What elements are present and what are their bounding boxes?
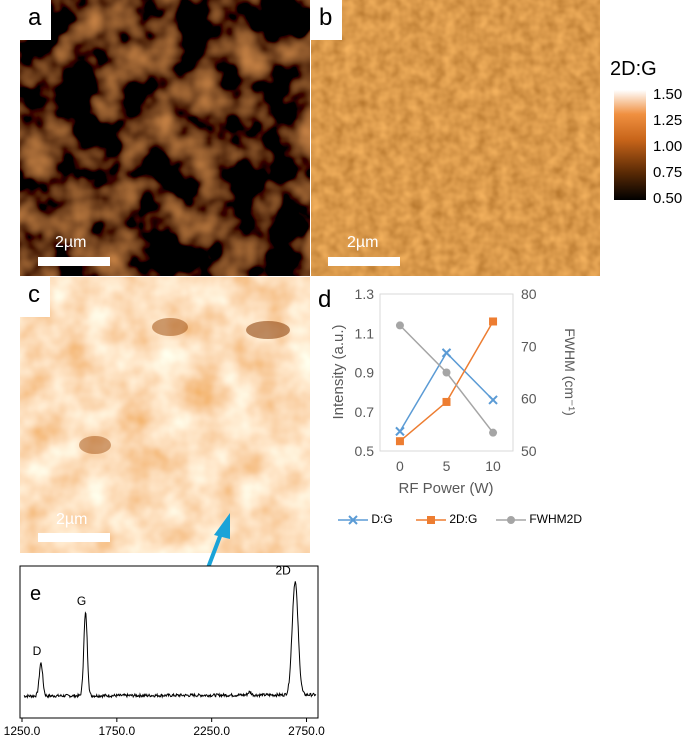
legend-label-2dg: 2D:G — [449, 512, 478, 526]
chart-d-point-2-2 — [489, 428, 498, 437]
chart-d-point-0-0 — [395, 426, 405, 437]
spectrum-e: D G 2D 1250.0 1750.0 2250.0 2750.0 e — [4, 564, 326, 738]
chart-d-series-line-0 — [399, 351, 494, 432]
map-c-image — [20, 277, 310, 553]
chart-d-series-line-2 — [399, 324, 494, 434]
map-a-image — [20, 0, 310, 276]
raman-map-b — [311, 0, 600, 276]
spectrum-xtick-2: 2250.0 — [193, 724, 230, 738]
panel-label-c: c — [20, 277, 50, 317]
chart-d-ylabel: Intensity (a.u.) — [330, 324, 347, 419]
chart-d: 1.3 1.1 0.9 0.7 0.5 80 70 60 50 0 5 10 RF Power (… — [330, 286, 575, 497]
legend-label-dg: D:G — [371, 512, 393, 526]
chart-d-point-2-0 — [395, 321, 404, 330]
legend-item-dg: D:G — [338, 512, 393, 526]
chart-d-point-1-2 — [489, 317, 498, 326]
legend-label-fwhm: FWHM2D — [529, 512, 583, 526]
chart-d-xtick-1: 5 — [443, 458, 451, 474]
raman-map-c — [20, 277, 310, 553]
chart-d-y2tick-2: 60 — [521, 391, 537, 407]
chart-d-ytick-3: 0.7 — [355, 404, 375, 420]
scalebar-label-b: 2µm — [347, 234, 379, 251]
raman-map-a — [20, 0, 310, 276]
colorbar-tick-4: 0.75 — [653, 164, 683, 181]
chart-d-xlabel: RF Power (W) — [399, 480, 494, 497]
chart-d-ytick-1: 1.1 — [355, 325, 375, 341]
spectrum-e-trace — [23, 581, 317, 699]
chart-d-point-0-2 — [488, 395, 498, 405]
spectrum-peak-label-2: 2D — [275, 564, 291, 578]
legend-item-fwhm: FWHM2D — [496, 512, 582, 526]
chart-d-ytick-2: 0.9 — [355, 365, 375, 381]
chart-d-point-2-1 — [442, 368, 451, 377]
colorbar — [614, 90, 646, 200]
scalebar-b — [328, 257, 400, 266]
scalebar-c — [38, 533, 110, 542]
spectrum-peak-label-1: G — [77, 594, 86, 608]
panel-label-d: d — [318, 286, 332, 313]
legend-item-2dg: 2D:G — [416, 512, 477, 526]
chart-d-point-1-1 — [442, 397, 451, 406]
chart-d-xtick-0: 0 — [396, 458, 404, 474]
spectrum-xtick-3: 2750.0 — [288, 724, 325, 738]
scalebar-a — [38, 257, 110, 266]
spectrum-xtick-1: 1750.0 — [98, 724, 135, 738]
colorbar-tick-1: 1.50 — [653, 86, 683, 103]
panel-label-a: a — [20, 0, 52, 40]
chart-d-ytick-0: 1.3 — [355, 286, 375, 302]
colorbar-tick-3: 1.00 — [653, 138, 683, 155]
map-b-image — [311, 0, 600, 276]
colorbar-tick-5: 0.50 — [653, 190, 683, 207]
scalebar-label-a: 2µm — [55, 234, 87, 251]
chart-d-y2tick-1: 70 — [521, 338, 537, 354]
chart-d-y2tick-0: 80 — [521, 286, 537, 302]
chart-d-y2tick-3: 50 — [521, 443, 537, 459]
chart-d-point-0-1 — [441, 348, 452, 358]
chart-d-plot-area — [379, 293, 514, 452]
panel-label-b: b — [311, 0, 343, 40]
panel-label-e: e — [30, 583, 41, 605]
chart-d-ytick-4: 0.5 — [355, 443, 375, 459]
chart-d-point-1-0 — [395, 437, 404, 446]
spectrum-xtick-0: 1250.0 — [4, 724, 41, 738]
colorbar-title: 2D:G — [610, 58, 657, 80]
colorbar-tick-2: 1.25 — [653, 112, 683, 129]
spectrum-e-frame — [19, 565, 319, 719]
chart-d-xtick-2: 10 — [485, 458, 501, 474]
chart-d-y2label: FWHM (cm⁻¹) — [562, 328, 575, 415]
spectrum-peak-label-0: D — [33, 644, 42, 658]
scalebar-label-c: 2µm — [56, 511, 88, 528]
